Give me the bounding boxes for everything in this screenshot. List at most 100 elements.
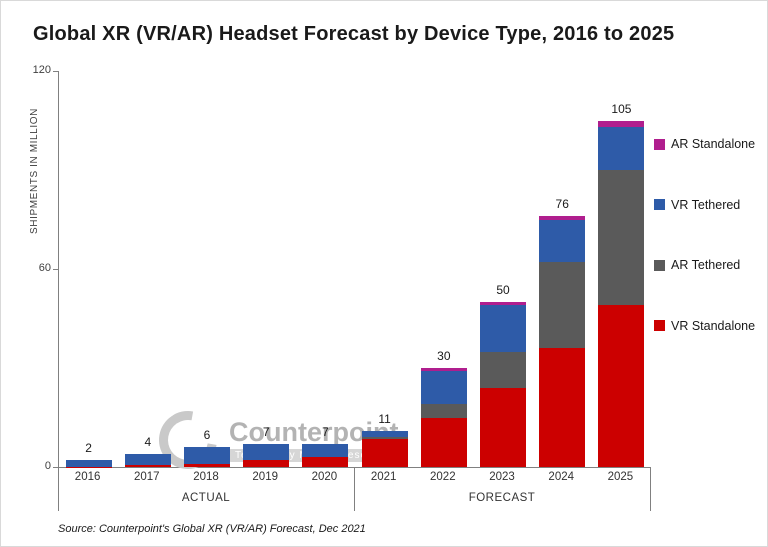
bar-total-label: 50 [496, 283, 510, 297]
bar-segment-vr-tethered [302, 443, 349, 458]
bar-segment-vr-tethered [480, 305, 527, 352]
bar-segment-ar-standalone [420, 368, 467, 372]
axis-divider [58, 467, 59, 511]
legend-item-ar-standalone: AR Standalone [654, 137, 755, 151]
bars: 2 4 6 7 7 11 30 50 76 105 [59, 71, 651, 467]
x-axis-label-2022: 2022 [430, 471, 456, 483]
bar-segment-vr-standalone [361, 438, 408, 467]
axis-group-label-actual: ACTUAL [181, 492, 231, 504]
bar-segment-vr-standalone [480, 387, 527, 467]
source-note: Source: Counterpoint's Global XR (VR/AR)… [58, 523, 366, 535]
bar-total-label: 30 [437, 349, 451, 363]
stacked-bar-2024 [539, 216, 586, 467]
y-axis-title: SHIPMENTS IN MILLION [29, 108, 40, 234]
stacked-bar-2016 [65, 460, 112, 467]
legend-swatch-icon [654, 199, 665, 211]
x-axis-label-2016: 2016 [74, 471, 101, 483]
legend-item-vr-tethered: VR Tethered [654, 198, 755, 212]
chart-title: Global XR (VR/AR) Headset Forecast by De… [33, 23, 675, 45]
bar-group-2018: 6 [177, 71, 236, 467]
bar-segment-vr-tethered [598, 127, 645, 171]
bar-segment-vr-standalone [420, 417, 467, 467]
x-axis-label-2020: 2020 [311, 471, 338, 483]
axis-divider [354, 467, 355, 511]
bar-segment-vr-tethered [124, 453, 171, 466]
bar-segment-vr-tethered [243, 443, 290, 461]
stacked-bar-2023 [480, 302, 527, 467]
x-axis-label-2019: 2019 [252, 471, 278, 483]
legend-swatch-icon [654, 259, 665, 271]
y-tick-label: 120 [32, 64, 51, 76]
legend-label: AR Standalone [671, 137, 756, 151]
bar-segment-vr-standalone [539, 348, 586, 467]
legend-swatch-icon [654, 138, 665, 150]
bar-group-2023: 50 [473, 71, 532, 467]
bar-segment-vr-standalone [302, 457, 349, 467]
x-axis-label-2024: 2024 [548, 471, 575, 483]
legend-item-ar-tethered: AR Tethered [654, 258, 755, 272]
bar-segment-vr-standalone [243, 460, 290, 467]
y-tick-mark [53, 71, 58, 72]
bar-segment-vr-tethered [361, 430, 408, 438]
legend-item-vr-standalone: VR Standalone [654, 319, 755, 333]
bar-segment-ar-standalone [480, 302, 527, 306]
bar-segment-ar-tethered [539, 262, 586, 349]
plot-area: Counterpoint Technology Market Research … [58, 71, 651, 481]
bar-group-2016: 2 [59, 71, 118, 467]
bar-segment-vr-tethered [420, 371, 467, 405]
axis-divider [650, 467, 651, 511]
bar-segment-ar-tethered [361, 437, 408, 439]
y-tick-label: 60 [38, 262, 51, 274]
stacked-bar-2018 [184, 447, 230, 467]
legend-label: VR Tethered [671, 197, 741, 212]
legend: AR Standalone VR Tethered AR Tethered VR St… [654, 137, 755, 333]
x-axis-label-2021: 2021 [370, 471, 397, 483]
bar-total-label: 6 [203, 428, 211, 443]
axis-group-label-forecast: FORECAST [468, 492, 536, 504]
bar-segment-vr-standalone [598, 305, 645, 467]
bar-group-2025: 105 [592, 71, 651, 467]
bar-total-label: 7 [262, 424, 270, 439]
stacked-bar-2022 [420, 368, 467, 467]
y-tick-mark [53, 467, 58, 468]
bar-segment-ar-standalone [539, 216, 586, 220]
stacked-bar-2017 [124, 453, 171, 467]
bar-total-label: 7 [322, 424, 329, 439]
bar-group-2022: 30 [414, 71, 473, 467]
x-axis-label-2025: 2025 [607, 471, 634, 483]
bar-total-label: 4 [144, 434, 152, 449]
bar-group-2017: 4 [118, 71, 177, 467]
legend-swatch-icon [654, 320, 665, 332]
y-tick-mark [53, 269, 58, 270]
stacked-bar-2019 [243, 443, 290, 467]
bar-segment-ar-tethered [480, 351, 527, 388]
bar-total-label: 11 [378, 411, 391, 426]
bar-group-2021: 11 [355, 71, 414, 467]
bar-total-label: 2 [85, 441, 92, 456]
x-axis-label-2023: 2023 [489, 471, 515, 483]
bar-segment-vr-standalone [124, 465, 171, 467]
bar-group-2024: 76 [533, 71, 592, 467]
stacked-bar-2020 [302, 443, 349, 467]
stacked-bar-2021 [361, 430, 408, 467]
bar-total-label: 105 [611, 101, 632, 116]
bar-segment-ar-tethered [598, 170, 645, 306]
bar-segment-vr-tethered [65, 460, 112, 467]
bar-segment-vr-tethered [539, 219, 586, 263]
x-axis-labels: 2016 2017 2018 2019 2020 2021 2022 2023 2024 2025 [58, 471, 650, 483]
bar-segment-ar-standalone [598, 120, 645, 128]
legend-label: AR Tethered [671, 258, 741, 273]
x-axis-label-2018: 2018 [193, 471, 219, 483]
bar-segment-vr-standalone [184, 463, 230, 467]
y-tick-label: 0 [44, 460, 51, 472]
legend-label: VR Standalone [671, 318, 756, 333]
bar-group-2020: 7 [296, 71, 355, 467]
bar-segment-ar-tethered [420, 404, 467, 418]
stacked-bar-2025 [598, 120, 645, 467]
x-axis-label-2017: 2017 [134, 471, 160, 483]
bar-group-2019: 7 [237, 71, 296, 467]
bar-total-label: 76 [555, 197, 569, 212]
bar-segment-vr-tethered [184, 447, 230, 464]
axis-group-labels: ACTUAL FORECAST [58, 492, 650, 510]
